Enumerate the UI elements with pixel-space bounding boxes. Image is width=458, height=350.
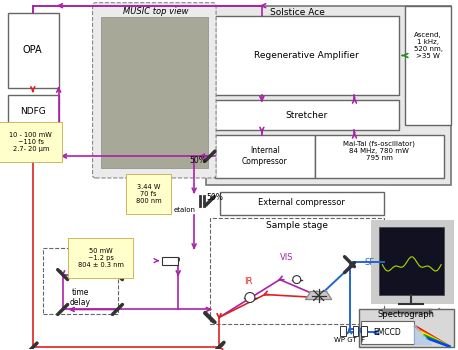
Text: Internal
Compressor: Internal Compressor xyxy=(242,146,288,166)
Text: WP: WP xyxy=(169,257,181,266)
Bar xyxy=(361,327,367,336)
Text: EMCCD: EMCCD xyxy=(373,328,401,337)
Bar xyxy=(361,321,414,344)
Text: Ascend,
1 kHz,
520 nm,
>35 W: Ascend, 1 kHz, 520 nm, >35 W xyxy=(414,32,443,59)
Bar xyxy=(43,248,119,314)
Bar xyxy=(215,100,399,130)
Bar xyxy=(382,309,432,314)
Bar xyxy=(162,257,178,265)
Text: VIS: VIS xyxy=(280,253,294,262)
Bar xyxy=(339,327,345,336)
Bar xyxy=(371,220,454,304)
Text: 10 - 100 mW
~110 fs
2.7- 20 μm: 10 - 100 mW ~110 fs 2.7- 20 μm xyxy=(10,132,52,152)
Text: Regenerative Amplifier: Regenerative Amplifier xyxy=(254,51,359,60)
Text: Sample stage: Sample stage xyxy=(266,221,328,230)
Circle shape xyxy=(245,293,255,302)
Text: Spectrograph: Spectrograph xyxy=(378,310,435,319)
Text: NDFG: NDFG xyxy=(20,107,46,116)
Text: etalon: etalon xyxy=(173,207,195,213)
Text: IR: IR xyxy=(244,277,252,286)
Bar xyxy=(353,327,359,336)
Bar xyxy=(405,6,451,125)
Circle shape xyxy=(293,275,301,284)
Bar xyxy=(100,17,208,168)
Polygon shape xyxy=(305,292,332,300)
FancyBboxPatch shape xyxy=(93,3,216,178)
Bar xyxy=(220,192,384,215)
Bar xyxy=(215,16,399,95)
Bar xyxy=(206,6,451,185)
Polygon shape xyxy=(414,324,431,344)
Bar xyxy=(210,218,384,324)
Text: WP GT  F: WP GT F xyxy=(334,337,365,343)
Bar xyxy=(215,135,315,178)
Text: Stretcher: Stretcher xyxy=(286,111,328,120)
Bar xyxy=(315,135,444,178)
Bar xyxy=(8,95,59,128)
Text: External compressor: External compressor xyxy=(258,198,345,208)
Text: 3.44 W
70 fs
800 nm: 3.44 W 70 fs 800 nm xyxy=(136,184,161,204)
Bar xyxy=(360,309,454,347)
Text: MUSIC top view: MUSIC top view xyxy=(123,7,188,16)
Text: 50%: 50% xyxy=(189,155,206,164)
Text: Solstice Ace: Solstice Ace xyxy=(270,8,325,17)
Bar xyxy=(379,227,444,294)
Text: time
delay: time delay xyxy=(70,288,91,307)
Text: 50%: 50% xyxy=(206,194,223,202)
Text: OPA: OPA xyxy=(23,46,43,56)
Text: SF: SF xyxy=(365,258,375,267)
Text: Mai-Tai (fs-oscillator)
84 MHz, 780 mW
795 nm: Mai-Tai (fs-oscillator) 84 MHz, 780 mW 7… xyxy=(344,141,415,161)
Text: 50 mW
~1.2 ps
804 ± 0.3 nm: 50 mW ~1.2 ps 804 ± 0.3 nm xyxy=(77,248,124,268)
Bar xyxy=(8,13,59,88)
